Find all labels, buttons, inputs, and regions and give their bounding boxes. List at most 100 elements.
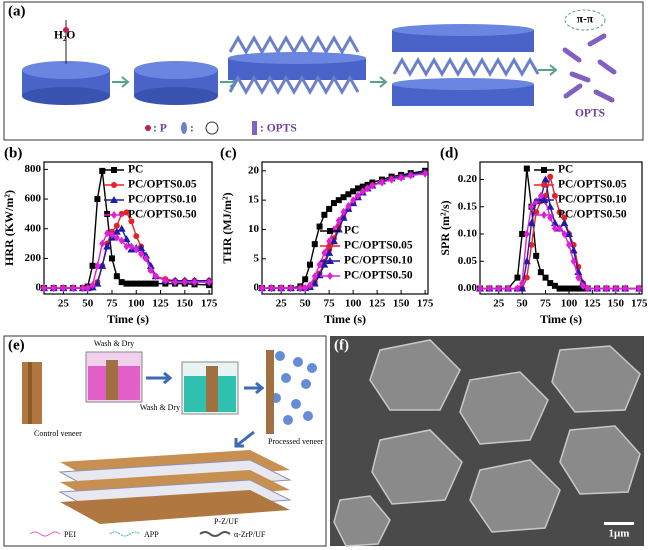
marker (206, 278, 213, 287)
x-tick-label: 150 (608, 298, 625, 310)
marker (111, 182, 117, 188)
y-tick-label: 0 (254, 282, 260, 294)
marker (378, 178, 385, 187)
marker (110, 196, 118, 203)
marker (339, 213, 348, 221)
marker (369, 181, 376, 190)
marker (547, 173, 554, 180)
marker (326, 205, 333, 212)
water-label: H₂O (54, 30, 75, 42)
marker (138, 249, 145, 258)
y-tick-label: 0 (36, 282, 42, 294)
legend-label: PC/OPTS0.10 (558, 194, 627, 206)
marker (547, 280, 554, 287)
key-label: α-ZrP/UF (234, 530, 266, 539)
y-axis-title: HRR (KW/m²) (2, 190, 16, 266)
marker (603, 284, 610, 293)
marker (560, 219, 569, 227)
marker (287, 284, 294, 293)
marker (407, 171, 414, 180)
panel-label: (e) (8, 337, 25, 353)
panel-e (3, 335, 327, 547)
y-tick-label: 20 (248, 164, 260, 176)
marker (278, 284, 285, 293)
marker (310, 279, 319, 287)
marker (345, 191, 352, 198)
marker (84, 284, 91, 293)
legend-label: PC/OPTS0.10 (128, 194, 197, 206)
marker (316, 260, 323, 269)
x-tick-label: 125 (369, 298, 386, 310)
marker (112, 227, 121, 235)
marker (528, 241, 535, 248)
pi-label: π-π (577, 14, 594, 26)
marker (268, 284, 275, 293)
panel-label: (b) (4, 145, 22, 161)
marker (350, 188, 357, 195)
marker (518, 284, 527, 292)
product-label: OPTS (575, 108, 605, 120)
marker (505, 284, 512, 293)
marker (551, 192, 558, 199)
legend-label: PC/OPTS0.05 (128, 179, 197, 191)
marker (321, 248, 328, 257)
x-axis-title: Time (s) (324, 312, 366, 326)
marker (79, 284, 86, 293)
legend-label: PC/OPTS0.50 (128, 209, 197, 221)
x-tick-label: 50 (82, 298, 94, 310)
legend-label: PC/OPTS0.05 (344, 240, 413, 252)
panel-label: (d) (440, 145, 458, 161)
marker (98, 261, 107, 269)
marker (580, 281, 587, 290)
marker (477, 284, 483, 293)
marker (359, 187, 366, 196)
marker (311, 272, 318, 281)
chart: 0 200 400 600 800 25 50 75 100 125 150 175 Time (s) H… (2, 161, 218, 326)
marker (128, 242, 135, 251)
x-tick-label: 25 (493, 298, 505, 310)
marker (556, 224, 563, 233)
marker (128, 218, 135, 225)
y-tick-label: 0.10 (458, 228, 478, 240)
marker (514, 274, 521, 281)
marker (354, 191, 361, 200)
marker (302, 284, 309, 293)
sem-image (330, 336, 644, 547)
marker (327, 228, 333, 234)
plot-frame (479, 161, 643, 295)
marker (326, 257, 334, 264)
marker (335, 197, 342, 204)
marker (636, 284, 643, 293)
control-label: Control veneer (34, 429, 82, 438)
legend-text: : (190, 123, 194, 135)
marker (113, 233, 120, 242)
y-tick-label: 10 (248, 223, 260, 235)
marker (569, 246, 578, 254)
marker (172, 278, 179, 287)
board-label: P-Z/UF (214, 517, 239, 526)
x-tick-label: 175 (201, 298, 218, 310)
marker (565, 240, 572, 249)
marker (570, 257, 577, 266)
marker (533, 197, 540, 206)
marker (522, 257, 531, 265)
marker (345, 202, 352, 210)
marker (612, 284, 619, 293)
marker (541, 175, 550, 183)
marker (133, 245, 140, 254)
panel-label: (f) (334, 337, 349, 353)
marker (70, 284, 77, 293)
marker (306, 261, 313, 268)
y-tick-label: 600 (25, 193, 42, 205)
disc (22, 9, 617, 135)
marker (137, 244, 146, 252)
marker (93, 279, 102, 287)
marker (152, 280, 159, 287)
marker (537, 269, 544, 276)
marker (570, 285, 577, 292)
marker (133, 233, 140, 240)
marker (364, 184, 371, 193)
x-tick-label: 100 (561, 298, 578, 310)
marker (50, 284, 57, 293)
